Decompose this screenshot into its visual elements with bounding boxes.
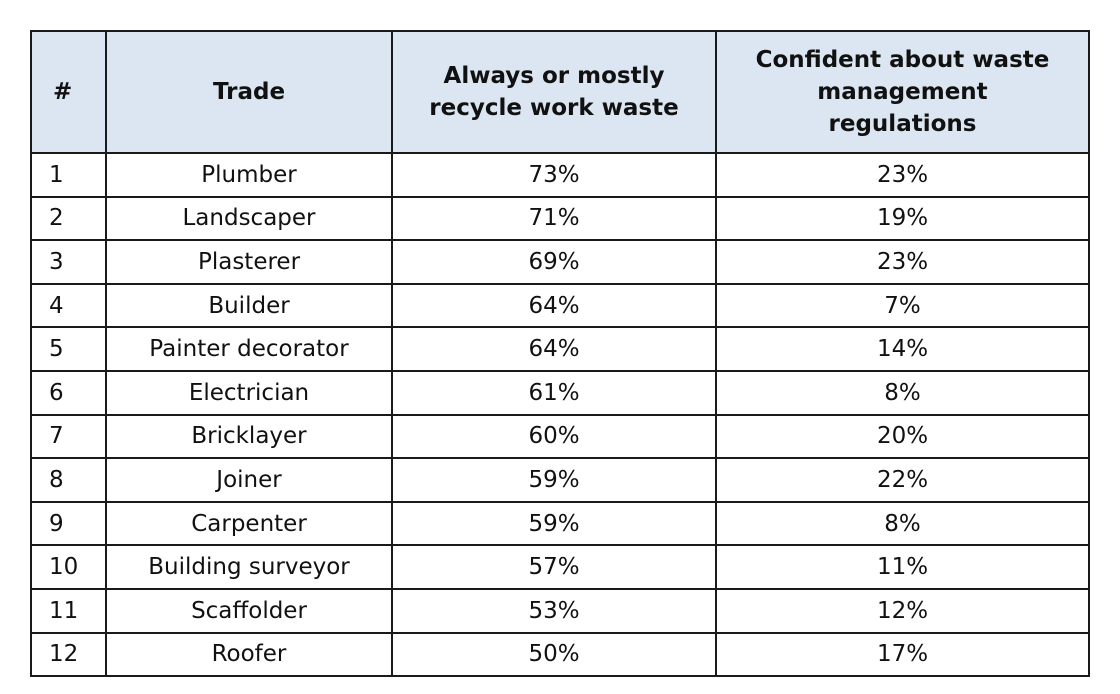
confident-percent-cell: 23% (715, 239, 1090, 285)
recycle-percent-cell: 59% (391, 500, 717, 547)
recycle-percent-cell: 69% (391, 239, 717, 285)
table-row: 12 Roofer 50% 17% (30, 631, 1090, 678)
confident-percent-cell: 17% (715, 631, 1090, 678)
recycle-percent-cell: 50% (391, 631, 717, 678)
trade-cell: Plumber (105, 152, 393, 198)
recycle-percent-cell: 64% (391, 326, 717, 372)
recycle-percent-cell: 73% (391, 152, 717, 198)
confident-percent-cell: 20% (715, 413, 1090, 460)
confident-percent-cell: 11% (715, 544, 1090, 590)
trade-cell: Roofer (105, 631, 393, 678)
row-number-cell: 6 (30, 369, 107, 416)
table-row: 3 Plasterer 69% 23% (30, 239, 1090, 285)
row-number-cell: 4 (30, 282, 107, 329)
confident-percent-cell: 12% (715, 587, 1090, 634)
confident-percent-cell: 8% (715, 369, 1090, 416)
row-number-cell: 12 (30, 631, 107, 678)
recycle-percent-cell: 53% (391, 587, 717, 634)
trade-cell: Painter decorator (105, 326, 393, 372)
table-row: 4 Builder 64% 7% (30, 282, 1090, 329)
recycle-percent-cell: 64% (391, 282, 717, 329)
table-row: 2 Landscaper 71% 19% (30, 195, 1090, 242)
row-number-cell: 1 (30, 152, 107, 198)
column-header-confident-label: Confident about waste management regulat… (755, 46, 1050, 138)
table-row: 1 Plumber 73% 23% (30, 152, 1090, 198)
table-body: 1 Plumber 73% 23% 2 Landscaper 71% 19% 3 Plastere… (30, 152, 1090, 678)
recycle-percent-cell: 71% (391, 195, 717, 242)
confident-percent-cell: 8% (715, 500, 1090, 547)
table-row: 5 Painter decorator 64% 14% (30, 326, 1090, 372)
trade-cell: Plasterer (105, 239, 393, 285)
column-header-confident: Confident about waste management regulat… (715, 30, 1090, 154)
recycle-percent-cell: 60% (391, 413, 717, 460)
trade-cell: Scaffolder (105, 587, 393, 634)
row-number-cell: 3 (30, 239, 107, 285)
trade-cell: Electrician (105, 369, 393, 416)
trade-cell: Carpenter (105, 500, 393, 547)
column-header-trade: Trade (105, 30, 393, 154)
table-row: 8 Joiner 59% 22% (30, 457, 1090, 503)
confident-percent-cell: 19% (715, 195, 1090, 242)
confident-percent-cell: 14% (715, 326, 1090, 372)
row-number-cell: 11 (30, 587, 107, 634)
recycle-percent-cell: 57% (391, 544, 717, 590)
table-row: 11 Scaffolder 53% 12% (30, 587, 1090, 634)
row-number-cell: 9 (30, 500, 107, 547)
table-row: 9 Carpenter 59% 8% (30, 500, 1090, 547)
trade-cell: Building surveyor (105, 544, 393, 590)
row-number-cell: 8 (30, 457, 107, 503)
table-row: 10 Building surveyor 57% 11% (30, 544, 1090, 590)
trade-cell: Builder (105, 282, 393, 329)
confident-percent-cell: 7% (715, 282, 1090, 329)
column-header-number: # (30, 30, 107, 154)
trade-waste-table: # Trade Always or mostly recycle work wa… (30, 30, 1090, 678)
table-row: 7 Bricklayer 60% 20% (30, 413, 1090, 460)
row-number-cell: 2 (30, 195, 107, 242)
trade-cell: Bricklayer (105, 413, 393, 460)
table-row: 6 Electrician 61% 8% (30, 369, 1090, 416)
confident-percent-cell: 23% (715, 152, 1090, 198)
table-header: # Trade Always or mostly recycle work wa… (30, 30, 1090, 154)
column-header-recycle: Always or mostly recycle work waste (391, 30, 717, 154)
trade-cell: Landscaper (105, 195, 393, 242)
recycle-percent-cell: 61% (391, 369, 717, 416)
recycle-percent-cell: 59% (391, 457, 717, 503)
trade-cell: Joiner (105, 457, 393, 503)
row-number-cell: 7 (30, 413, 107, 460)
row-number-cell: 10 (30, 544, 107, 590)
header-row: # Trade Always or mostly recycle work wa… (30, 30, 1090, 154)
row-number-cell: 5 (30, 326, 107, 372)
confident-percent-cell: 22% (715, 457, 1090, 503)
column-header-recycle-label: Always or mostly recycle work waste (429, 62, 679, 121)
trade-waste-table-container: # Trade Always or mostly recycle work wa… (30, 30, 1090, 678)
